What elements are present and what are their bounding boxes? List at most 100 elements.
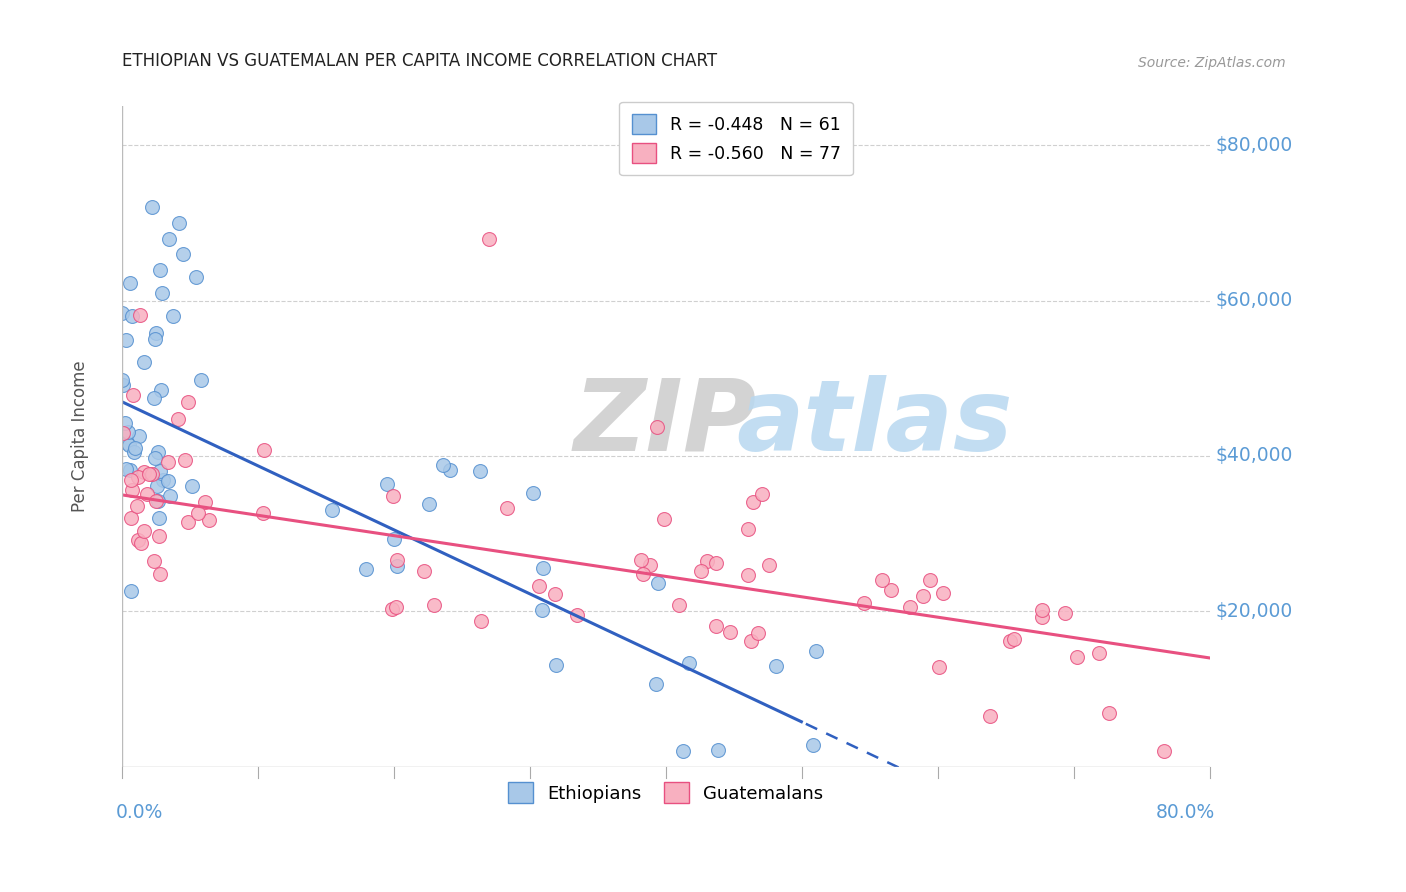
Text: Per Capita Income: Per Capita Income: [72, 360, 90, 512]
Text: ETHIOPIAN VS GUATEMALAN PER CAPITA INCOME CORRELATION CHART: ETHIOPIAN VS GUATEMALAN PER CAPITA INCOM…: [122, 52, 717, 70]
Point: [127, 499, 149, 513]
Point: [979, 708, 1001, 723]
Point: [638, 558, 661, 572]
Point: [439, 462, 461, 476]
Point: [522, 486, 544, 500]
Point: [530, 603, 553, 617]
Point: [174, 453, 197, 467]
Point: [898, 599, 921, 614]
Point: [120, 276, 142, 290]
Point: [496, 500, 519, 515]
Point: [1088, 646, 1111, 660]
Point: [172, 247, 194, 261]
Point: [124, 445, 146, 459]
Point: [696, 554, 718, 568]
Point: [152, 285, 174, 300]
Point: [162, 309, 184, 323]
Point: [142, 391, 165, 405]
Point: [181, 479, 204, 493]
Point: [932, 585, 955, 599]
Point: [157, 231, 180, 245]
Point: [737, 522, 759, 536]
Point: [148, 493, 170, 508]
Text: $60,000: $60,000: [1215, 291, 1292, 310]
Point: [998, 634, 1021, 648]
Point: [253, 443, 276, 458]
Point: [167, 411, 190, 425]
Point: [544, 587, 567, 601]
Point: [177, 515, 200, 529]
Point: [647, 420, 669, 434]
Point: [190, 373, 212, 387]
Point: [413, 564, 436, 578]
Point: [911, 589, 934, 603]
Point: [156, 455, 179, 469]
Point: [156, 474, 179, 488]
Point: [918, 574, 941, 588]
Point: [176, 394, 198, 409]
Point: [853, 596, 876, 610]
Point: [111, 306, 134, 320]
Point: [385, 558, 408, 573]
Text: 0.0%: 0.0%: [117, 803, 163, 822]
Point: [187, 507, 209, 521]
Point: [704, 619, 727, 633]
Point: [707, 743, 730, 757]
Point: [138, 467, 160, 481]
Point: [149, 567, 172, 582]
Point: [747, 625, 769, 640]
Point: [145, 493, 167, 508]
Point: [111, 373, 134, 387]
Point: [870, 573, 893, 587]
Point: [121, 309, 143, 323]
Point: [1153, 744, 1175, 758]
Point: [167, 216, 190, 230]
Point: [1031, 609, 1053, 624]
Point: [120, 463, 142, 477]
Point: [737, 567, 759, 582]
Point: [381, 602, 404, 616]
Point: [672, 744, 695, 758]
Point: [145, 326, 167, 340]
Point: [668, 598, 690, 612]
Legend: Ethiopians, Guatemalans: Ethiopians, Guatemalans: [498, 772, 834, 814]
Point: [470, 463, 492, 477]
Point: [631, 567, 654, 582]
Point: [122, 388, 145, 402]
Point: [115, 333, 138, 347]
Text: Source: ZipAtlas.com: Source: ZipAtlas.com: [1139, 56, 1286, 70]
Point: [141, 467, 163, 481]
Point: [143, 332, 166, 346]
Point: [751, 487, 773, 501]
Point: [1054, 606, 1077, 620]
Point: [565, 608, 588, 623]
Point: [1031, 603, 1053, 617]
Point: [194, 495, 217, 509]
Point: [718, 624, 741, 639]
Point: [470, 614, 492, 628]
Point: [375, 476, 398, 491]
Point: [356, 562, 378, 576]
Point: [127, 469, 149, 483]
Point: [150, 383, 173, 397]
Point: [252, 506, 274, 520]
Point: [644, 677, 666, 691]
Point: [478, 231, 501, 245]
Point: [758, 558, 780, 573]
Point: [127, 533, 149, 547]
Point: [804, 644, 827, 658]
Point: [1066, 649, 1088, 664]
Text: $40,000: $40,000: [1215, 447, 1292, 466]
Point: [129, 308, 152, 322]
Point: [120, 511, 142, 525]
Point: [111, 425, 134, 440]
Point: [118, 438, 141, 452]
Point: [129, 536, 152, 550]
Point: [423, 599, 446, 613]
Point: [115, 436, 138, 450]
Text: $80,000: $80,000: [1215, 136, 1292, 155]
Point: [124, 441, 146, 455]
Point: [1002, 632, 1025, 646]
Point: [385, 553, 408, 567]
Point: [647, 575, 669, 590]
